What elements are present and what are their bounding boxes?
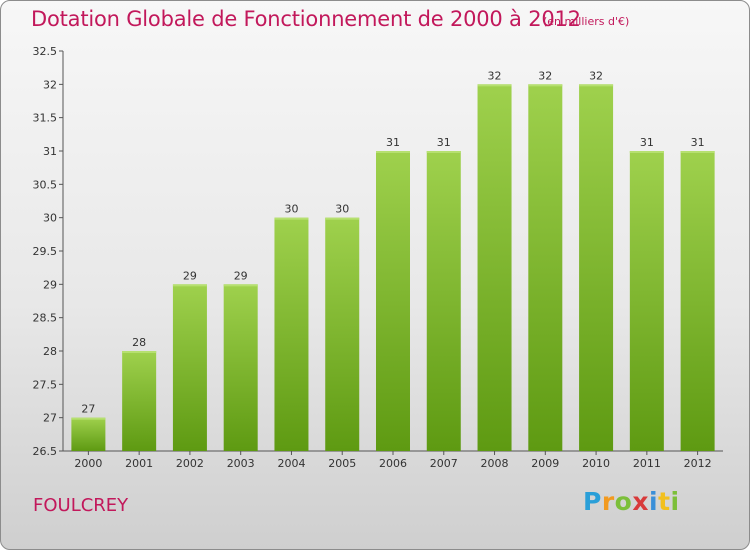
y-tick-label: 30 <box>43 212 57 225</box>
proxiti-logo[interactable]: Proxiti <box>583 487 680 516</box>
chart-title: Dotation Globale de Fonctionnement de 20… <box>31 7 581 31</box>
value-label: 29 <box>183 269 197 282</box>
bar-2007 <box>426 151 461 451</box>
value-label: 29 <box>234 269 248 282</box>
value-label: 27 <box>81 403 95 416</box>
city-name: FOULCREY <box>33 495 129 516</box>
x-tick-label: 2000 <box>74 457 102 470</box>
y-tick-label: 27.5 <box>33 378 58 391</box>
y-tick-label: 31 <box>43 145 57 158</box>
y-tick-label: 31.5 <box>33 112 58 125</box>
y-tick-label: 29.5 <box>33 245 58 258</box>
bar-top-edge <box>426 151 461 153</box>
chart-data-labels: 27 28 29 29 30 30 31 31 32 32 32 31 31 <box>81 69 704 415</box>
chart-axes: 26.5 27 27.5 28 28.5 29 29.5 30 30.5 31 31.5 32 32.5… <box>33 45 723 470</box>
bar-top-edge <box>122 351 157 353</box>
value-label: 31 <box>386 136 400 149</box>
x-tick-label: 2007 <box>430 457 458 470</box>
chart-subtitle: (en milliers d'€) <box>543 15 630 28</box>
y-tick-label: 27 <box>43 412 57 425</box>
value-label: 32 <box>538 69 552 82</box>
bar-top-edge <box>71 417 106 420</box>
value-label: 30 <box>335 203 349 216</box>
value-label: 30 <box>284 203 298 216</box>
bar-2000 <box>71 417 106 451</box>
x-tick-label: 2004 <box>277 457 305 470</box>
bar-2006 <box>376 151 410 451</box>
x-tick-label: 2002 <box>176 457 204 470</box>
value-label: 31 <box>691 136 705 149</box>
bar-top-edge <box>376 151 410 153</box>
bar-2004 <box>274 217 309 451</box>
y-tick-label: 29 <box>43 278 57 291</box>
x-tick-label: 2008 <box>481 457 509 470</box>
x-tick-label: 2003 <box>227 457 255 470</box>
bar-top-edge <box>325 217 360 220</box>
bar-top-edge <box>223 284 258 287</box>
bar-2012 <box>680 151 715 451</box>
bar-2010 <box>579 84 614 451</box>
bar-top-edge <box>680 151 715 153</box>
value-label: 31 <box>437 136 451 149</box>
y-tick-label: 32.5 <box>33 45 58 58</box>
bar-2005 <box>325 217 360 451</box>
value-label: 28 <box>132 336 146 349</box>
y-tick-label: 30.5 <box>33 178 58 191</box>
x-tick-label: 2010 <box>582 457 610 470</box>
bar-top-edge <box>528 84 563 87</box>
bar-2001 <box>122 351 157 451</box>
x-tick-label: 2009 <box>531 457 559 470</box>
x-tick-label: 2006 <box>379 457 407 470</box>
value-label: 32 <box>488 69 502 82</box>
y-tick-label: 26.5 <box>33 445 58 458</box>
bar-top-edge <box>629 151 664 153</box>
value-label: 32 <box>589 69 603 82</box>
bar-2011 <box>629 151 664 451</box>
bar-top-edge <box>274 217 309 220</box>
bar-2003 <box>223 284 258 451</box>
y-tick-label: 28.5 <box>33 312 58 325</box>
y-tick-label: 28 <box>43 345 57 358</box>
bar-top-edge <box>172 284 207 287</box>
bar-2002 <box>172 284 207 451</box>
bar-top-edge <box>579 84 614 87</box>
bar-2009 <box>528 84 563 451</box>
value-label: 31 <box>640 136 654 149</box>
x-tick-label: 2011 <box>633 457 661 470</box>
x-tick-label: 2001 <box>125 457 153 470</box>
bar-top-edge <box>477 84 512 87</box>
x-tick-label: 2012 <box>684 457 712 470</box>
chart-bars <box>71 84 715 451</box>
x-tick-label: 2005 <box>328 457 356 470</box>
y-tick-label: 32 <box>43 78 57 91</box>
bar-2008 <box>477 84 512 451</box>
